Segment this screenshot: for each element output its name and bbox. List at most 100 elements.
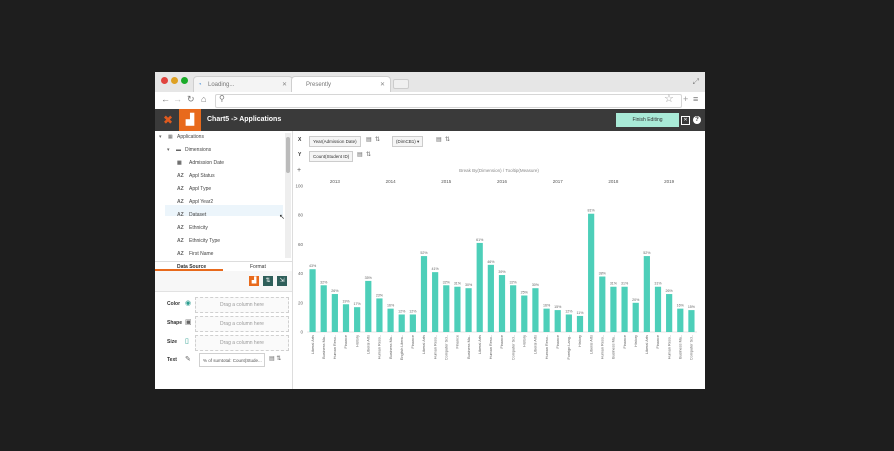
tree-item[interactable]: AZ Ethnicity [177,225,208,231]
browser-tab-loading[interactable]: ◔ Loading... ✕ [193,76,293,92]
left-panel: ▾ ▦ Applications ▾ ▬ Dimensions ▦ Admission D… [155,131,293,389]
tree-dimensions[interactable]: ▾ ▬ Dimensions [167,147,211,153]
dimensions-label: Dimensions [185,147,212,153]
close-icon[interactable]: ✕ [681,116,690,125]
text-type-icon: AZ [177,251,184,257]
table-icon: ▦ [168,134,173,140]
reload-icon[interactable]: ↻ [187,94,195,104]
menu-icon[interactable]: ≡ [693,94,699,104]
text-type-icon: AZ [177,212,184,218]
tree-item-label: Admission Date [189,160,225,166]
tree-item[interactable]: AZ Appl Status [177,173,215,179]
format-icon[interactable]: ▤ [366,137,372,143]
tree-item[interactable]: AZ Appl Year2 [177,199,213,205]
mouse-cursor-icon: ↖ [279,214,285,221]
bar-value-label: 39% [498,270,506,274]
color-shelf: Color ◉ Drag a column here [155,296,292,314]
category-label: Finance [411,335,415,349]
add-icon[interactable]: + [297,167,302,174]
logo-icon: ✖ [163,113,174,127]
help-icon[interactable]: ? [693,116,701,124]
text-field-pill[interactable]: % of sumtotal: Count(Stude... [199,353,265,367]
size-shelf: Size ▯ Drag a column here [155,334,292,352]
active-tab-indicator [155,269,223,271]
x-field2-label: (DimCB1) [396,139,416,144]
category-label: History [522,335,526,347]
bar-value-label: 23% [376,293,384,297]
app-header: ✖ ▟ Chart5 -> Applications Finish Editin… [155,109,705,131]
bar [342,304,350,332]
home-icon[interactable]: ⌂ [201,94,207,104]
tree-root[interactable]: ▾ ▦ Applications [159,134,204,140]
bar-value-label: 32% [320,280,328,284]
minimize-window-icon[interactable] [171,77,178,84]
bar-value-label: 52% [643,251,651,255]
tree-item[interactable]: AZ First Name [177,251,213,257]
bar [376,298,383,332]
forward-icon[interactable]: → [173,94,182,104]
address-bar: ← → ↻ ⌂ ⚲ ☆ + ≡ [155,92,705,110]
url-input[interactable]: ⚲ [215,94,682,108]
y-axis-label: Y [298,152,302,158]
bar-value-label: 35% [365,276,373,280]
folder-icon: ▬ [176,147,181,153]
sort-icon[interactable]: ⇅ [366,152,372,158]
category-label: Liberal Arts [311,335,315,354]
close-tab-icon[interactable]: ✕ [281,82,287,88]
bar [409,314,416,332]
category-label: Business Ma.. [612,335,616,359]
tree-item[interactable]: AZ Ethnicity Type [177,238,220,244]
y-field-pill[interactable]: Count(Student ID) [309,151,354,162]
tab-format[interactable]: Format [250,264,266,270]
maximize-window-icon[interactable] [181,77,188,84]
tab-label: Loading... [208,82,235,88]
back-icon[interactable]: ← [161,94,170,104]
chart-type-toolbar: ▟ ⇅ ⇲ [155,271,292,292]
tree-scrollbar-thumb[interactable] [286,137,290,173]
x-axis-shelf: X Year(Admission Date) ▤ ⇅ (DimCB1) ▾ ▤ … [293,134,705,148]
x-field-pill[interactable]: Year(Admission Date) [309,136,361,147]
pivot-icon[interactable]: ⇅ [263,276,273,286]
expand-icon: ▾ [167,147,170,153]
category-label: Finance [456,335,460,349]
shape-label: Shape [167,320,183,326]
size-drop-zone[interactable]: Drag a column here [195,335,289,351]
extension-icon[interactable]: + [683,94,689,104]
close-tab-icon[interactable]: ✕ [379,82,385,88]
year-label: 2015 [441,179,452,184]
bar-value-label: 25% [521,291,529,295]
fullscreen-icon[interactable]: ⤢ [692,77,699,86]
x-field2-pill[interactable]: (DimCB1) ▾ [392,136,424,147]
sort-icon[interactable]: ⇅ [375,137,381,143]
bar-value-label: 41% [432,267,440,271]
bookmark-star-icon[interactable]: ☆ [664,93,674,105]
bar [510,285,517,332]
browser-tab-presently[interactable]: Presently ✕ [291,76,391,92]
category-label: Human Reso.. [667,335,671,359]
tree-item[interactable]: AZ Appl Type [177,186,211,192]
finish-editing-button[interactable]: Finish Editing [616,113,679,127]
sort-icon[interactable]: ⇅ [276,356,282,362]
color-drop-zone[interactable]: Drag a column here [195,297,289,313]
tab-data-source[interactable]: Data Source [177,264,207,270]
tree-item[interactable]: AZ Dataset [177,212,206,218]
format-icon[interactable]: ▤ [436,137,442,143]
format-icon[interactable]: ▤ [269,356,275,362]
close-window-icon[interactable] [161,77,168,84]
category-label: Liberal Arts [645,335,649,354]
bar [454,286,461,332]
bar-chart-icon[interactable]: ▟ [249,276,259,286]
sort-icon[interactable]: ⇅ [445,137,451,143]
shape-drop-zone[interactable]: Drag a column here [195,316,289,332]
tree-item-label: Ethnicity Type [189,238,221,244]
category-label: Computer Sci.. [444,335,448,360]
bar-value-label: 30% [532,283,540,287]
tree-scrollbar[interactable] [285,133,291,258]
tree-item[interactable]: ▦ Admission Date [177,160,224,166]
category-label: Business Ma.. [322,335,326,359]
new-tab-button[interactable] [393,79,409,89]
bar [610,286,617,332]
text-shelf: Text ✎ % of sumtotal: Count(Stude... ▤ ⇅ [155,352,292,370]
format-icon[interactable]: ▤ [357,152,363,158]
export-icon[interactable]: ⇲ [277,276,287,286]
